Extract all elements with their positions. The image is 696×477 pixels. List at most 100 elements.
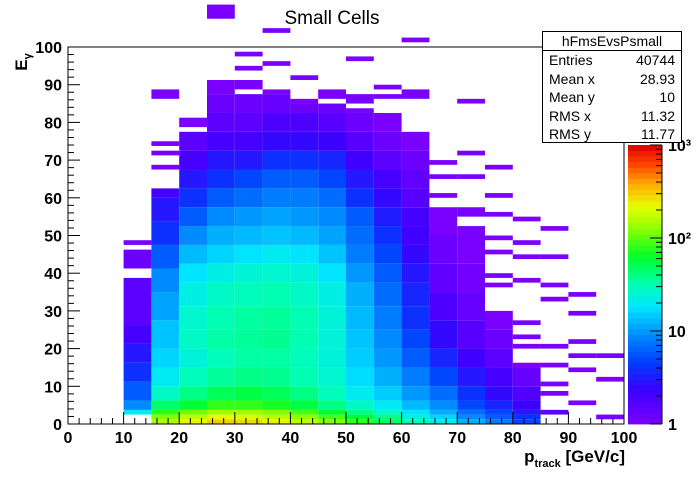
x-label-subscript: track [534,458,561,470]
stat-rms-x: RMS x 11.32 [543,107,681,126]
heatmap-cell [151,386,180,401]
heatmap-cell [290,306,319,330]
heatmap-cell [262,226,291,245]
heatmap-cell [346,150,374,170]
heatmap-cell [262,386,291,401]
heatmap-cell [485,400,513,410]
stat-label: RMS y [549,126,591,142]
heatmap-cell [290,400,319,410]
heatmap-cell [568,339,597,344]
heatmap-cell [373,282,402,307]
heatmap-cell [234,79,263,90]
heatmap-cell [290,419,319,424]
heatmap-cell [151,400,180,410]
colorbar-segment [628,384,662,391]
heatmap-cell [123,381,152,401]
heatmap-cell [207,263,235,283]
heatmap-cell [234,386,263,401]
heatmap-cell [179,329,207,349]
heatmap-cell [262,414,291,420]
heatmap-cell [179,150,207,170]
heatmap-cell [373,112,402,132]
heatmap-cell [151,197,180,222]
heatmap-cell [512,362,541,368]
heatmap-cell [512,277,541,283]
heatmap-cell [234,414,263,420]
colorbar-segment [628,184,662,191]
heatmap-cell [151,409,180,415]
heatmap-cell [318,367,346,387]
heatmap-cell [318,131,346,151]
heatmap-cell [401,226,430,245]
heatmap-cell [373,386,402,401]
heatmap-cell [485,348,513,368]
heatmap-cell [457,150,485,156]
colorbar-segment [628,156,662,163]
heatmap-cell [457,292,485,321]
heatmap-cell [346,207,374,227]
heatmap-cell [207,386,235,401]
heatmap-cell [207,131,235,151]
heatmap-cell [457,207,485,217]
heatmap-cell [512,254,541,260]
heatmap-cell [234,400,263,410]
heatmap-cell [457,348,485,368]
heatmap-cell [290,409,319,415]
heatmap-cell [346,263,374,283]
colorbar-segment [628,401,662,408]
colorbar-segment [628,351,662,358]
colorbar-segment [628,234,662,241]
heatmap-cell [151,292,180,321]
heatmap-cell [179,131,207,151]
heatmap-cell [429,235,458,264]
heatmap-cell [318,386,346,401]
heatmap-cell [429,367,458,387]
heatmap-cell [290,169,319,189]
heatmap-cell [568,353,597,359]
heatmap-cell [290,131,319,151]
heatmap-cell [346,169,374,189]
heatmap-cell [290,348,319,368]
stat-mean-y: Mean y 10 [543,88,681,107]
heatmap-cell [373,306,402,330]
heatmap-cell [179,400,207,410]
heatmap-cell [290,244,319,264]
heatmap-cell [318,329,346,349]
heatmap-cell [346,56,374,62]
heatmap-cell [568,400,597,406]
heatmap-cell [207,150,235,170]
heatmap-cell [346,419,374,424]
colorbar-segment [628,306,662,313]
heatmap-cell [485,249,513,255]
colorbar-segment [628,262,662,269]
heatmap-cell [429,400,458,410]
heatmap-cell [207,367,235,387]
y-tick-label: 30 [44,304,62,321]
heatmap-cell [262,188,291,208]
heatmap-cell [401,348,430,368]
heatmap-cell [151,414,180,420]
stat-value: 10 [659,89,675,105]
colorbar-segment [628,167,662,174]
heatmap-cell [290,207,319,227]
heatmap-cell [457,386,485,401]
colorbar-tick-label: 10 [668,324,686,341]
heatmap-cell [318,263,346,283]
colorbar-segment [628,278,662,285]
heatmap-cell [207,94,235,113]
colorbar-segment [628,217,662,224]
heatmap-cell [179,414,207,420]
heatmap-cell [207,4,235,19]
heatmap-cell [429,292,458,321]
heatmap-cell [262,367,291,387]
heatmap-cell [234,306,263,330]
heatmap-cell [151,367,180,387]
heatmap-cell [485,419,513,424]
heatmap-cell [123,277,152,326]
heatmap-cell [485,193,513,198]
heatmap-cell [207,282,235,307]
heatmap-cell [151,244,180,269]
heatmap-cell [123,409,152,415]
heatmap-cell [512,419,541,424]
